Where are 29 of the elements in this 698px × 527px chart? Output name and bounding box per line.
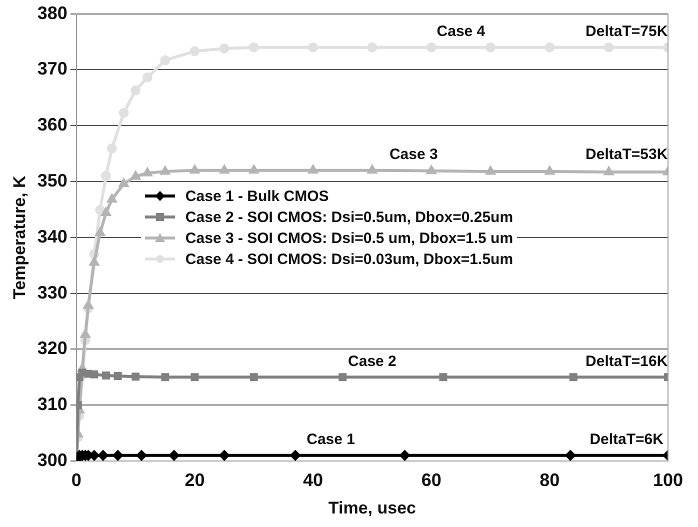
x-tick-label: 100 [652, 470, 684, 490]
y-axis-title: Temperature, K [10, 174, 29, 300]
x-axis-title: Time, usec [328, 498, 416, 518]
annotation: DeltaT=53K [586, 146, 668, 163]
annotation: DeltaT=6K [590, 431, 664, 448]
legend-label: Case 4 - SOI CMOS: Dsi=0.03um, Dbox=1.5um [185, 250, 514, 268]
x-tick-label: 80 [540, 470, 560, 490]
y-tick-label: 330 [37, 282, 68, 302]
x-tick-label: 60 [421, 470, 442, 490]
y-tick-label: 350 [37, 170, 68, 190]
y-tick-label: 310 [37, 394, 68, 414]
y-tick-label: 300 [37, 450, 68, 470]
annotation: Case 4 [436, 22, 486, 40]
annotation: DeltaT=16K [586, 352, 668, 370]
x-tick-label: 0 [71, 470, 82, 490]
annotation: Case 1 [306, 431, 355, 448]
y-tick-label: 380 [37, 2, 68, 23]
y-tick-label: 320 [37, 338, 68, 358]
annotation: Case 3 [389, 146, 438, 163]
annotation: DeltaT=75K [586, 22, 668, 40]
y-tick-label: 340 [37, 226, 68, 246]
x-tick-label: 40 [303, 470, 324, 490]
legend-label: Case 1 - Bulk CMOS [185, 188, 329, 205]
legend-label: Case 2 - SOI CMOS: Dsi=0.5um, Dbox=0.25um [185, 208, 514, 226]
annotation: Case 2 [348, 352, 396, 370]
legend-label: Case 3 - SOI CMOS: Dsi=0.5 um, Dbox=1.5 um [185, 230, 514, 247]
x-tick-label: 20 [184, 470, 205, 490]
y-tick-label: 370 [37, 58, 68, 79]
y-tick-label: 360 [37, 114, 68, 135]
